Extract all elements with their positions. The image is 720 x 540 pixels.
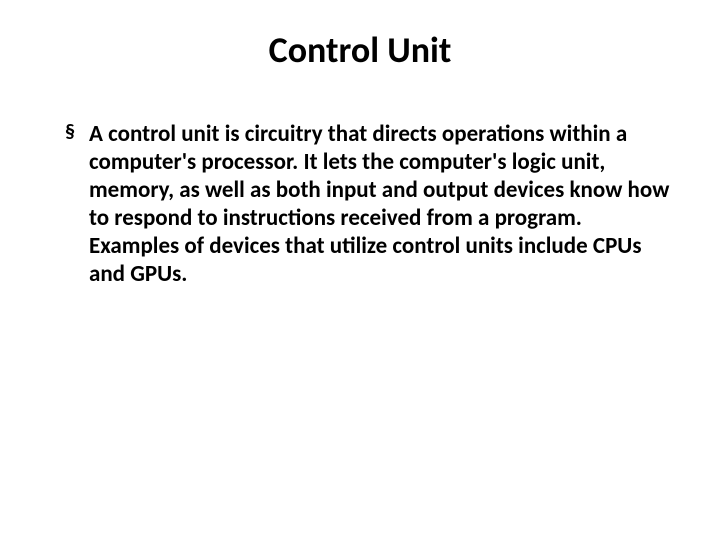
- slide-title: Control Unit: [50, 28, 670, 72]
- slide-content: § A control unit is circuitry that direc…: [50, 120, 670, 288]
- bullet-text: A control unit is circuitry that directs…: [89, 120, 670, 288]
- bullet-item: § A control unit is circuitry that direc…: [65, 120, 670, 288]
- slide-container: Control Unit § A control unit is circuit…: [0, 0, 720, 540]
- bullet-marker: §: [65, 120, 75, 145]
